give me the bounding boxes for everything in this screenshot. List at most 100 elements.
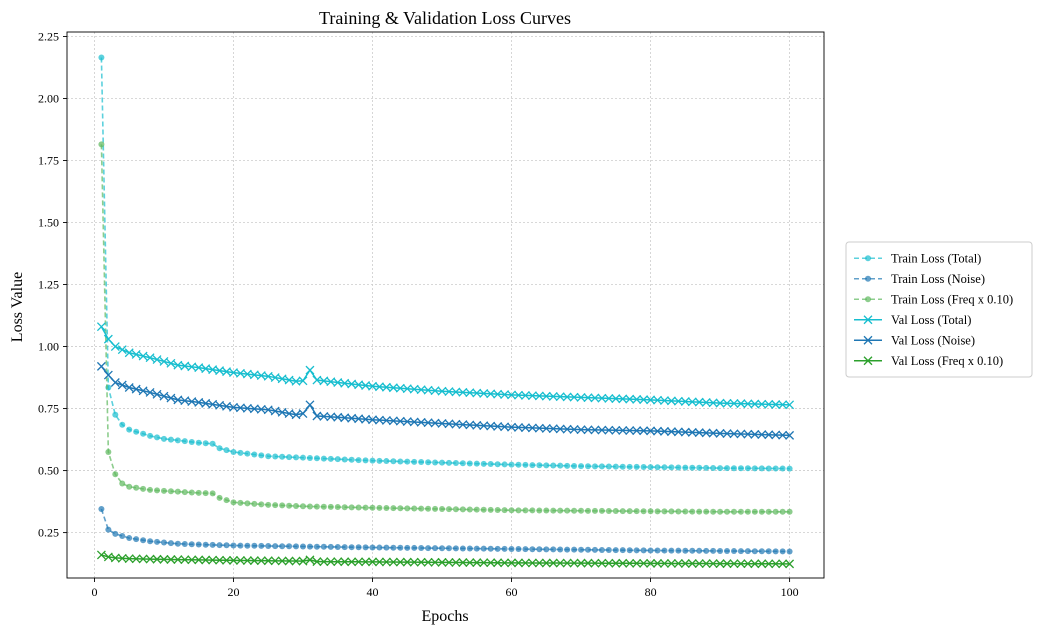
data-point xyxy=(765,465,772,472)
data-point xyxy=(223,497,230,504)
data-point xyxy=(348,456,355,463)
data-point xyxy=(110,378,120,387)
data-point xyxy=(133,484,140,491)
data-point xyxy=(452,545,459,552)
data-point xyxy=(465,558,475,568)
data-point xyxy=(764,559,774,569)
data-point xyxy=(626,547,633,554)
data-point xyxy=(416,385,426,395)
legend-entry: Val Loss (Total) xyxy=(854,313,971,327)
data-point xyxy=(265,501,272,508)
data-point xyxy=(154,538,161,545)
data-point xyxy=(722,559,732,569)
data-point xyxy=(167,488,174,495)
y-tick-label: 1.25 xyxy=(38,278,59,292)
data-point xyxy=(459,506,466,513)
data-point xyxy=(216,494,223,501)
data-point xyxy=(717,508,724,515)
data-point xyxy=(195,541,202,548)
data-point xyxy=(291,556,301,566)
data-point xyxy=(507,390,516,400)
y-tick-label: 2.25 xyxy=(38,29,59,43)
data-point xyxy=(771,400,781,409)
data-point xyxy=(237,542,244,549)
y-tick-label: 1.75 xyxy=(38,153,59,167)
data-point xyxy=(98,54,105,61)
data-point xyxy=(341,504,348,511)
data-point xyxy=(277,556,287,566)
data-point xyxy=(152,355,162,365)
data-point xyxy=(265,542,272,549)
data-point xyxy=(680,559,690,568)
data-point xyxy=(653,558,662,568)
data-point xyxy=(515,461,522,468)
data-point xyxy=(458,420,468,430)
legend-entry: Train Loss (Freq x 0.10) xyxy=(854,292,1013,306)
data-point xyxy=(514,390,523,400)
data-point xyxy=(555,392,565,402)
data-point xyxy=(632,394,642,404)
data-point xyxy=(279,543,286,550)
data-point xyxy=(117,380,127,390)
data-point xyxy=(500,390,510,400)
data-point xyxy=(188,438,195,445)
data-point xyxy=(298,556,308,566)
data-point xyxy=(591,507,598,514)
data-point xyxy=(160,435,167,442)
data-point xyxy=(722,429,732,439)
data-point xyxy=(209,541,216,548)
data-point xyxy=(381,557,391,567)
y-tick-label: 0.75 xyxy=(38,402,59,416)
data-point xyxy=(480,545,487,552)
data-point xyxy=(494,545,501,552)
data-point xyxy=(425,505,432,512)
data-point xyxy=(452,460,459,467)
series-line xyxy=(100,508,790,553)
data-point xyxy=(174,437,181,444)
data-point xyxy=(355,457,362,464)
legend-marker xyxy=(865,296,871,303)
data-point xyxy=(715,398,725,408)
data-point xyxy=(611,394,621,404)
data-point xyxy=(138,386,148,396)
data-point xyxy=(557,507,564,514)
data-point xyxy=(362,544,369,551)
data-point xyxy=(520,390,530,400)
data-point xyxy=(313,503,320,510)
legend-entry: Train Loss (Total) xyxy=(854,251,981,265)
data-point xyxy=(730,465,737,472)
data-point xyxy=(771,559,781,569)
data-point xyxy=(750,429,760,439)
data-point xyxy=(744,465,751,472)
data-point xyxy=(590,393,600,403)
data-point xyxy=(180,555,190,565)
data-point xyxy=(355,504,362,511)
data-point xyxy=(298,376,308,386)
data-point xyxy=(529,507,536,514)
data-point xyxy=(758,548,765,555)
data-point xyxy=(333,557,343,567)
data-point xyxy=(779,508,786,515)
data-point xyxy=(653,426,662,436)
data-point xyxy=(472,420,482,430)
data-point xyxy=(632,558,642,568)
data-point xyxy=(103,334,113,344)
data-point xyxy=(133,428,140,435)
data-point xyxy=(249,404,259,414)
data-point xyxy=(152,389,162,399)
data-point xyxy=(145,387,155,397)
data-point xyxy=(764,399,774,409)
data-point xyxy=(743,559,753,569)
data-point xyxy=(444,557,454,567)
data-point xyxy=(730,548,737,555)
data-point xyxy=(744,548,751,555)
data-point xyxy=(715,559,725,569)
data-point xyxy=(305,400,315,410)
data-point xyxy=(293,503,300,510)
data-point xyxy=(666,558,676,568)
data-point xyxy=(251,542,258,549)
data-point xyxy=(666,427,676,437)
data-point xyxy=(202,541,209,548)
data-point xyxy=(548,424,558,434)
data-point xyxy=(348,544,355,551)
